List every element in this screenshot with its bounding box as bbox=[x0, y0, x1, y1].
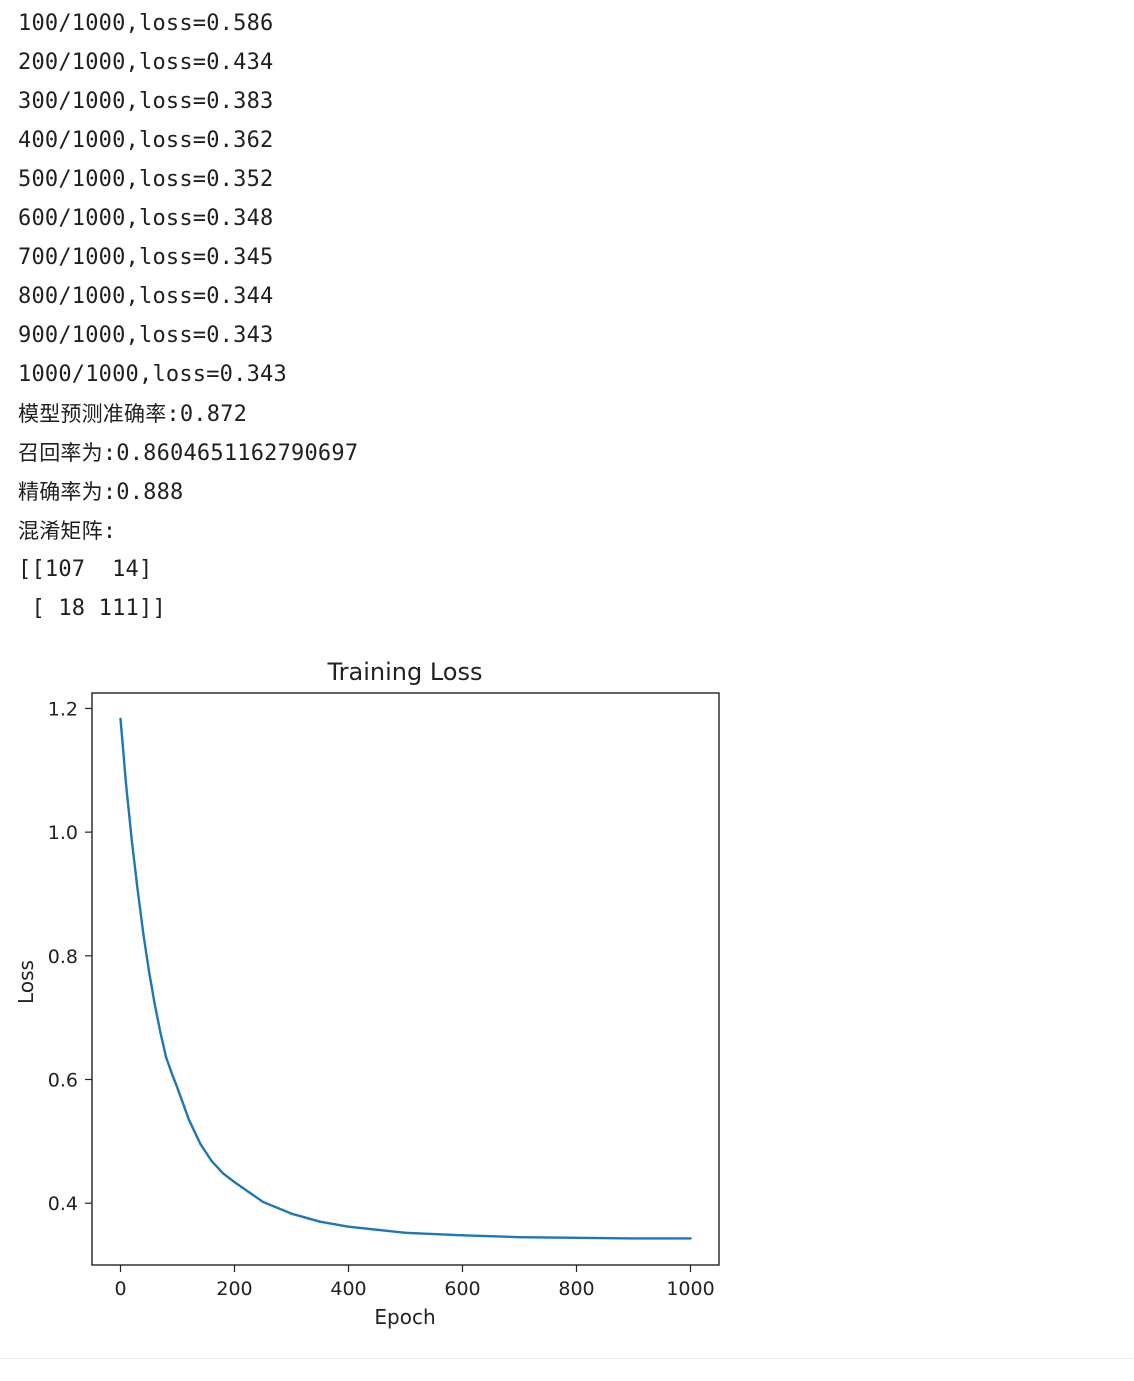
output-line: 700/1000,loss=0.345 bbox=[18, 240, 358, 279]
loss-point bbox=[159, 1031, 162, 1034]
loss-point bbox=[261, 1200, 265, 1204]
bottom-divider bbox=[0, 1358, 1134, 1359]
loss-point bbox=[461, 1234, 464, 1237]
x-tick-label: 800 bbox=[558, 1278, 594, 1300]
output-line-text: 700/1000,loss=0.345 bbox=[18, 245, 274, 270]
output-line-text: :0.8604651162790697 bbox=[102, 441, 359, 466]
loss-point bbox=[575, 1236, 578, 1239]
output-line-text: :0.872 bbox=[166, 402, 248, 427]
loss-point bbox=[632, 1237, 635, 1240]
output-line: 精确率为:0.888 bbox=[18, 474, 358, 513]
output-line-text: 800/1000,loss=0.344 bbox=[18, 284, 274, 309]
output-line: 300/1000,loss=0.383 bbox=[18, 84, 358, 123]
loss-point bbox=[153, 1002, 156, 1006]
output-line-text: 100/1000,loss=0.586 bbox=[18, 11, 274, 36]
loss-point bbox=[290, 1212, 293, 1215]
loss-figure: Training Loss 0 200 400 600 800 1000 0.4 0.6 0.… bbox=[0, 640, 740, 1344]
output-line-text: 1000/1000,loss=0.343 bbox=[18, 362, 287, 387]
loss-point bbox=[233, 1180, 236, 1184]
loss-point bbox=[689, 1237, 692, 1240]
output-line: 500/1000,loss=0.352 bbox=[18, 162, 358, 201]
loss-series-points bbox=[119, 717, 692, 1240]
output-line-text: [ 18 111]] bbox=[18, 596, 166, 621]
loss-point bbox=[518, 1235, 521, 1239]
loss-point bbox=[170, 1072, 173, 1075]
console-output: 100/1000,loss=0.586 200/1000,loss=0.434 30… bbox=[18, 6, 358, 630]
output-line: 100/1000,loss=0.586 bbox=[18, 6, 358, 45]
loss-chart: Training Loss 0 200 400 600 800 1000 0.40.60.… bbox=[14, 658, 720, 1329]
output-line-text: : bbox=[102, 519, 117, 544]
y-axis-label: Loss bbox=[14, 960, 38, 1004]
x-tick-label: 400 bbox=[330, 1278, 366, 1300]
loss-point bbox=[130, 840, 134, 843]
chart-title: Training Loss bbox=[327, 658, 483, 686]
output-line: [ 18 111]] bbox=[18, 591, 358, 630]
y-axis-ticks: 0.4 0.6 0.8 1.0 1.2 bbox=[48, 698, 92, 1215]
x-tick-label: 0 bbox=[114, 1278, 126, 1300]
loss-point bbox=[136, 888, 139, 891]
output-line-text: :0.888 bbox=[102, 480, 184, 505]
output-line: 模型预测准确率:0.872 bbox=[18, 396, 358, 435]
x-tick-label: 1000 bbox=[666, 1278, 714, 1300]
output-line-label: 精确率为 bbox=[18, 480, 103, 504]
loss-point bbox=[147, 970, 151, 973]
output-line-text: 500/1000,loss=0.352 bbox=[18, 167, 274, 192]
loss-point bbox=[176, 1086, 179, 1090]
loss-point bbox=[164, 1056, 168, 1059]
output-line: 800/1000,loss=0.344 bbox=[18, 279, 358, 318]
y-tick-label: 0.4 bbox=[48, 1193, 78, 1215]
plot-frame bbox=[91, 692, 720, 1266]
output-line-label: 模型预测准确率 bbox=[18, 402, 167, 426]
output-line-text: 600/1000,loss=0.348 bbox=[18, 206, 274, 231]
x-axis-label: Epoch bbox=[374, 1305, 435, 1329]
loss-point bbox=[199, 1142, 202, 1145]
x-tick-label: 200 bbox=[216, 1278, 252, 1300]
y-tick-label: 1.0 bbox=[48, 822, 78, 844]
output-line: 1000/1000,loss=0.343 bbox=[18, 357, 358, 396]
output-line-text: 900/1000,loss=0.343 bbox=[18, 323, 274, 348]
output-line: 混淆矩阵: bbox=[18, 513, 358, 552]
output-line: 召回率为:0.8604651162790697 bbox=[18, 435, 358, 474]
output-line: 900/1000,loss=0.343 bbox=[18, 318, 358, 357]
output-line: 600/1000,loss=0.348 bbox=[18, 201, 358, 240]
output-line-text: 400/1000,loss=0.362 bbox=[18, 128, 274, 153]
loss-point bbox=[142, 932, 145, 935]
loss-point bbox=[187, 1118, 191, 1121]
loss-point bbox=[221, 1172, 225, 1175]
loss-series-line bbox=[119, 717, 692, 1240]
output-line: 200/1000,loss=0.434 bbox=[18, 45, 358, 84]
loss-point bbox=[375, 1228, 379, 1231]
loss-point bbox=[347, 1225, 350, 1228]
output-line-text: 300/1000,loss=0.383 bbox=[18, 89, 274, 114]
loss-point bbox=[404, 1231, 407, 1235]
y-tick-label: 0.8 bbox=[48, 946, 78, 968]
loss-point bbox=[125, 784, 128, 787]
x-tick-label: 600 bbox=[444, 1278, 480, 1300]
y-tick-label: 0.6 bbox=[48, 1069, 78, 1091]
output-line: [[107 14] bbox=[18, 552, 358, 591]
y-tick-label: 1.2 bbox=[48, 698, 78, 720]
output-line-label: 混淆矩阵 bbox=[18, 519, 103, 543]
loss-point bbox=[318, 1220, 322, 1223]
output-line-label: 召回率为 bbox=[18, 441, 103, 465]
x-axis-ticks: 0 200 400 600 800 1000 bbox=[114, 1265, 715, 1300]
loss-point bbox=[119, 717, 122, 721]
output-line: 400/1000,loss=0.362 bbox=[18, 123, 358, 162]
loss-point bbox=[210, 1159, 213, 1163]
output-line-text: [[107 14] bbox=[18, 557, 153, 582]
output-line-text: 200/1000,loss=0.434 bbox=[18, 50, 274, 75]
